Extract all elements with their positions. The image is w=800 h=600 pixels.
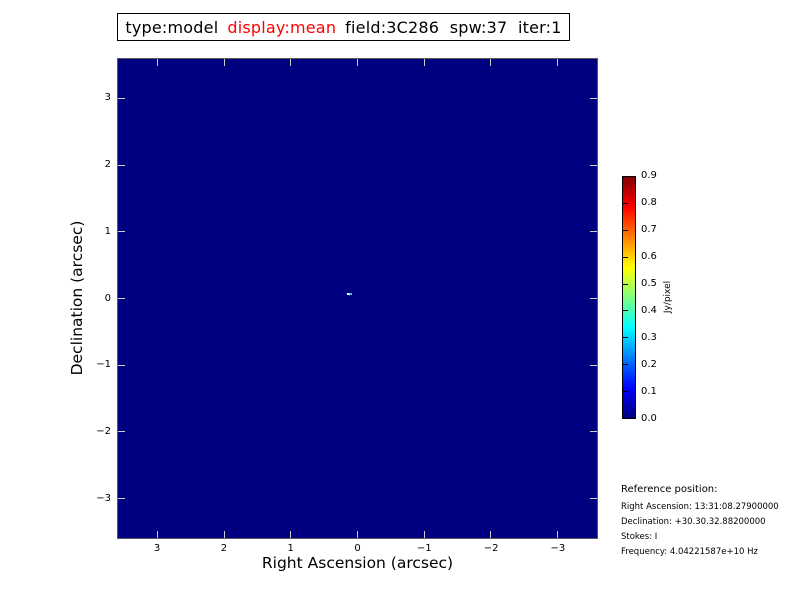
x-tick-top — [556, 59, 558, 66]
reference-line-dec: Declination: +30.30.32.88200000 — [621, 517, 766, 527]
x-tick-bottom — [490, 531, 492, 538]
colorbar-tick-label: 0.4 — [641, 305, 657, 316]
x-tick-label: 3 — [153, 543, 161, 554]
y-axis-label: Declination (arcsec) — [68, 220, 86, 376]
x-tick-bottom — [423, 531, 425, 538]
x-tick-top — [290, 59, 292, 66]
colorbar-tick-label: 0.7 — [641, 224, 657, 235]
point-source-pixel — [348, 294, 351, 297]
reference-line-frequency: Frequency: 4.04221587e+10 Hz — [621, 547, 758, 557]
y-tick-label: −2 — [96, 426, 111, 438]
point-source-pixel — [350, 293, 352, 295]
colorbar-tick-label: 0.6 — [641, 251, 657, 262]
y-tick-left — [118, 164, 125, 166]
colorbar-tick-label: 0.8 — [641, 197, 657, 208]
x-tick-bottom — [556, 531, 558, 538]
colorbar-tick-label: 0.2 — [641, 359, 657, 370]
y-tick-left — [118, 231, 125, 233]
y-tick-label: 1 — [104, 225, 111, 237]
colorbar-tick — [623, 230, 628, 232]
y-tick-left — [118, 364, 125, 366]
point-source-pixel — [348, 293, 351, 295]
x-tick-top — [357, 59, 358, 66]
colorbar-tick-label: 0.3 — [641, 332, 657, 343]
image-plot-canvas — [117, 58, 598, 539]
colorbar-tick — [623, 337, 628, 339]
title-segment: display:mean — [227, 17, 337, 37]
y-tick-label: 0 — [104, 292, 111, 304]
colorbar-tick — [623, 203, 628, 205]
colorbar-tick-label: 0.0 — [641, 413, 657, 424]
y-tick-right — [590, 497, 597, 499]
x-tick-bottom — [357, 531, 358, 538]
reference-position-block: Reference position: Right Ascension: 13:… — [621, 484, 779, 562]
y-tick-label: −1 — [96, 359, 111, 371]
x-tick-top — [490, 59, 492, 66]
x-tick-label: −3 — [550, 543, 566, 554]
colorbar-tick-label: 0.5 — [641, 278, 657, 289]
colorbar-tick — [623, 283, 628, 285]
colorbar — [622, 176, 636, 419]
colorbar-tick-label: 0.9 — [641, 170, 657, 181]
y-tick-label: 3 — [104, 92, 111, 104]
y-tick-right — [590, 364, 597, 366]
title-segment: type:model — [125, 17, 219, 37]
x-tick-label: 1 — [287, 543, 294, 554]
colorbar-unit-label: Jy/pixel — [663, 280, 673, 314]
x-tick-top — [157, 59, 159, 66]
x-tick-label: −2 — [483, 543, 499, 554]
colorbar-tick — [623, 256, 628, 258]
reference-line-stokes: Stokes: I — [621, 532, 658, 542]
colorbar-tick — [623, 390, 628, 392]
y-tick-left — [118, 98, 125, 100]
y-tick-right — [590, 298, 597, 299]
colorbar-tick — [623, 363, 628, 365]
point-source-pixel — [347, 293, 349, 295]
y-tick-right — [590, 164, 597, 166]
y-tick-label: −3 — [96, 492, 111, 504]
colorbar-tick — [623, 310, 628, 312]
x-tick-label: −1 — [416, 543, 432, 554]
x-tick-top — [223, 59, 225, 66]
title-segment: field:3C286 spw:37 iter:1 — [345, 17, 562, 37]
colorbar-tick-label: 0.1 — [641, 386, 657, 397]
x-axis-label: Right Ascension (arcsec) — [261, 554, 454, 572]
x-tick-bottom — [223, 531, 225, 538]
plot-title: type:model display:mean field:3C286 spw:37… — [117, 13, 570, 41]
y-tick-label: 2 — [104, 158, 111, 170]
y-tick-left — [118, 431, 125, 433]
x-tick-bottom — [157, 531, 159, 538]
x-tick-label: 2 — [220, 543, 228, 554]
reference-heading: Reference position: — [621, 484, 718, 495]
y-tick-right — [590, 231, 597, 233]
x-tick-top — [423, 59, 425, 66]
reference-line-ra: Right Ascension: 13:31:08.27900000 — [621, 502, 779, 512]
y-tick-left — [118, 298, 125, 299]
x-tick-label: 0 — [354, 543, 361, 554]
x-tick-bottom — [290, 531, 292, 538]
y-tick-right — [590, 431, 597, 433]
y-tick-right — [590, 98, 597, 100]
y-tick-left — [118, 497, 125, 499]
